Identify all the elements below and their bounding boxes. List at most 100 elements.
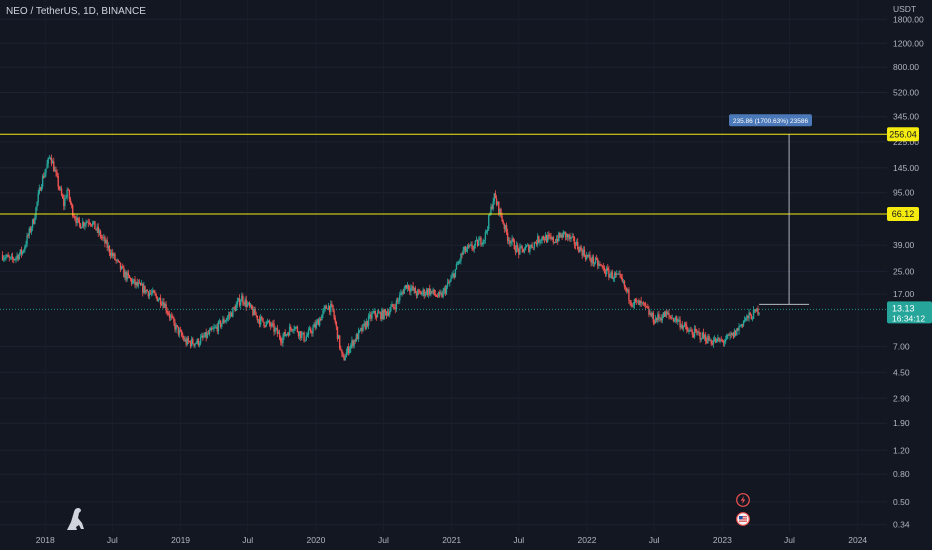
candle-body <box>216 326 219 332</box>
candle-body <box>50 157 53 164</box>
candle-body <box>60 188 63 196</box>
candle-body <box>469 244 471 247</box>
candle-body <box>728 334 730 336</box>
candle-body <box>411 285 413 288</box>
price-tick-label: 145.00 <box>893 163 919 173</box>
candle-body <box>731 332 734 335</box>
candle-body <box>160 304 163 306</box>
time-tick-label: Jul <box>784 535 795 545</box>
candle-body <box>519 246 521 255</box>
candle-body <box>74 216 76 220</box>
candle-body <box>110 252 113 256</box>
candle-body <box>373 311 375 313</box>
candle-body <box>363 323 365 325</box>
time-axis[interactable]: 2018 Jul 2019 Jul 2020 Jul 2021 Jul 2022 Jul 2023 J… <box>36 535 868 545</box>
price-tick-label: 1.90 <box>893 418 910 428</box>
candle-body <box>554 241 557 243</box>
candle-body <box>700 339 702 340</box>
candle-body <box>542 236 544 240</box>
candle-body <box>254 308 256 316</box>
candle-body <box>251 304 253 310</box>
candle-body <box>341 349 343 354</box>
symbol-title[interactable]: NEO / TetherUS, 1D, BINANCE <box>6 6 146 17</box>
candle-body <box>253 308 255 316</box>
candle-body <box>713 338 716 341</box>
candle-body <box>623 281 626 288</box>
candle-body <box>89 223 92 225</box>
candle-body <box>424 294 427 296</box>
candle-body <box>275 328 277 330</box>
candle-body <box>265 321 267 327</box>
candle-body <box>205 332 207 338</box>
candle-body <box>646 306 648 308</box>
candle-body <box>708 336 710 341</box>
candle-body <box>625 287 628 292</box>
candle-body <box>70 202 73 206</box>
candle-body <box>191 338 193 346</box>
candle-body <box>23 250 25 252</box>
candle-body <box>242 295 244 303</box>
candlestick-series <box>1 154 760 361</box>
candle-body <box>688 330 690 332</box>
time-tick-label: 2024 <box>848 535 867 545</box>
candle-body <box>643 302 646 304</box>
candle-body <box>595 258 598 260</box>
candle-body <box>502 220 504 224</box>
candle-body <box>509 240 511 244</box>
dino-logo-icon[interactable] <box>64 506 88 532</box>
candle-body <box>511 238 513 242</box>
candle-body <box>31 219 34 228</box>
candle-body <box>301 333 303 339</box>
candle-body <box>276 328 279 334</box>
candle-body <box>495 198 498 205</box>
candle-body <box>387 312 390 315</box>
candle-body <box>524 246 527 251</box>
candle-body <box>179 330 182 332</box>
price-tick-label: 0.34 <box>893 520 910 530</box>
candle-body <box>444 288 447 294</box>
candle-body <box>735 330 737 336</box>
candle-body <box>47 157 49 164</box>
candle-body <box>501 215 503 221</box>
flag-icon[interactable] <box>736 512 750 526</box>
candle-body <box>147 291 150 297</box>
candle-body <box>380 312 382 320</box>
lightning-icon[interactable] <box>736 493 750 507</box>
candle-body <box>224 321 226 323</box>
candle-body <box>115 259 117 261</box>
candle-body <box>222 319 224 324</box>
candle-body <box>498 201 500 214</box>
price-tick-label: 25.00 <box>893 266 915 276</box>
price-tick-label: 800.00 <box>893 62 919 72</box>
candle-body <box>332 305 334 311</box>
candle-body <box>449 281 451 283</box>
candle-body <box>562 231 564 238</box>
candle-body <box>352 340 354 347</box>
candle-body <box>677 320 679 322</box>
candle-body <box>77 217 79 220</box>
candle-body <box>16 255 18 258</box>
countdown-label: 16:34:12 <box>892 313 925 323</box>
candle-body <box>538 236 540 243</box>
candle-body <box>285 334 287 336</box>
candle-body <box>679 319 681 328</box>
candle-body <box>144 285 146 293</box>
candle-body <box>231 312 233 317</box>
candle-body <box>669 315 671 317</box>
candle-body <box>374 311 376 316</box>
candle-body <box>711 343 714 345</box>
candle-body <box>308 328 311 330</box>
candle-body <box>54 170 56 172</box>
candle-body <box>384 309 386 312</box>
candle-body <box>399 294 401 301</box>
candle-body <box>281 341 283 344</box>
candle-body <box>35 207 37 219</box>
candle-body <box>256 315 259 321</box>
candle-body <box>644 303 647 307</box>
candle-body <box>354 340 356 342</box>
candle-body <box>203 336 205 338</box>
candle-body <box>521 246 523 249</box>
candle-body <box>706 341 708 344</box>
